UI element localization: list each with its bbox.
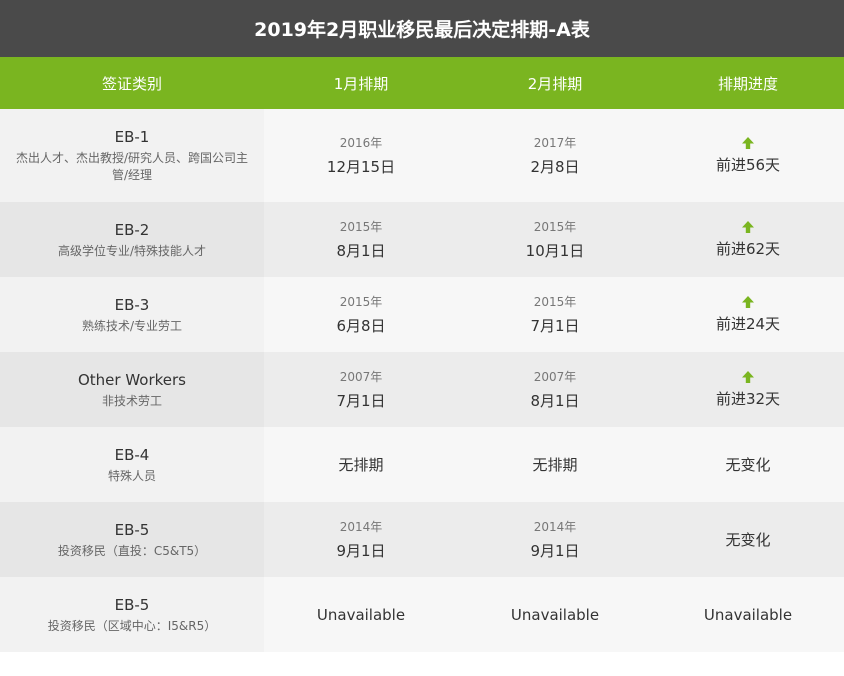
feb-year: 2014年 <box>533 519 577 534</box>
progress-text: Unavailable <box>703 605 793 624</box>
table-row: EB-4 特殊人员 无排期 无排期 无变化 <box>0 427 844 502</box>
jan-date: 12月15日 <box>326 157 396 176</box>
feb-date: 8月1日 <box>530 391 580 410</box>
feb-date: 7月1日 <box>530 316 580 335</box>
visa-category-cell: EB-1 杰出人才、杰出教授/研究人员、跨国公司主管/经理 <box>0 109 264 202</box>
feb-cell: Unavailable <box>458 577 652 652</box>
header-progress: 排期进度 <box>717 74 778 93</box>
feb-cell: 无排期 <box>458 427 652 502</box>
visa-category-code: EB-5 <box>114 520 150 539</box>
jan-cell: 2015年 8月1日 <box>264 202 458 277</box>
progress-cell: 前进62天 <box>652 202 844 277</box>
arrow-up-icon <box>742 371 754 383</box>
visa-category-code: EB-2 <box>114 220 150 239</box>
jan-date: 8月1日 <box>336 241 386 260</box>
visa-category-desc: 特殊人员 <box>107 468 156 483</box>
header-jan-date: 1月排期 <box>333 74 389 93</box>
progress-cell: 无变化 <box>652 502 844 577</box>
visa-category-desc: 高级学位专业/特殊技能人才 <box>57 243 207 258</box>
jan-cell: 2014年 9月1日 <box>264 502 458 577</box>
page-title: 2019年2月职业移民最后决定排期-A表 <box>0 0 844 57</box>
table-row: EB-5 投资移民（直投：C5&T5） 2014年 9月1日 2014年 9月1日 无变化 <box>0 502 844 577</box>
table-row: Other Workers 非技术劳工 2007年 7月1日 2007年 8月1日 前进32… <box>0 352 844 427</box>
progress-text: 无变化 <box>725 531 771 549</box>
visa-category-code: EB-3 <box>114 295 150 314</box>
visa-category-cell: EB-5 投资移民（区域中心：I5&R5） <box>0 577 264 652</box>
jan-year: 2016年 <box>339 135 383 150</box>
progress-text: 前进24天 <box>715 315 781 333</box>
feb-text: Unavailable <box>510 605 600 624</box>
jan-date: 7月1日 <box>336 391 386 410</box>
jan-date: 6月8日 <box>336 316 386 335</box>
jan-year: 2015年 <box>339 294 383 309</box>
jan-cell: 无排期 <box>264 427 458 502</box>
feb-cell: 2014年 9月1日 <box>458 502 652 577</box>
feb-cell: 2007年 8月1日 <box>458 352 652 427</box>
table-body: EB-1 杰出人才、杰出教授/研究人员、跨国公司主管/经理 2016年 12月15日 2… <box>0 109 844 652</box>
progress-text: 前进56天 <box>715 156 781 174</box>
feb-date: 2月8日 <box>530 157 580 176</box>
table-header: 签证类别 1月排期 2月排期 排期进度 <box>0 57 844 109</box>
header-visa-category: 签证类别 <box>101 74 162 93</box>
jan-cell: Unavailable <box>264 577 458 652</box>
header-feb-date: 2月排期 <box>527 74 583 93</box>
visa-category-cell: EB-5 投资移民（直投：C5&T5） <box>0 502 264 577</box>
progress-cell: Unavailable <box>652 577 844 652</box>
table-row: EB-3 熟练技术/专业劳工 2015年 6月8日 2015年 7月1日 前进24天 <box>0 277 844 352</box>
visa-category-code: EB-5 <box>114 595 150 614</box>
progress-cell: 前进32天 <box>652 352 844 427</box>
jan-date: 9月1日 <box>336 541 386 560</box>
visa-category-desc: 熟练技术/专业劳工 <box>81 318 183 333</box>
visa-category-desc: 非技术劳工 <box>101 393 162 408</box>
feb-year: 2015年 <box>533 219 577 234</box>
progress-cell: 前进24天 <box>652 277 844 352</box>
jan-cell: 2015年 6月8日 <box>264 277 458 352</box>
jan-text: Unavailable <box>316 605 406 624</box>
table-row: EB-5 投资移民（区域中心：I5&R5） Unavailable Unavailab… <box>0 577 844 652</box>
jan-cell: 2016年 12月15日 <box>264 109 458 202</box>
jan-text: 无排期 <box>338 456 384 474</box>
jan-year: 2015年 <box>339 219 383 234</box>
feb-year: 2007年 <box>533 369 577 384</box>
progress-text: 前进32天 <box>715 390 781 408</box>
visa-category-cell: Other Workers 非技术劳工 <box>0 352 264 427</box>
visa-category-desc: 投资移民（直投：C5&T5） <box>57 543 207 558</box>
progress-text: 无变化 <box>725 456 771 474</box>
visa-category-code: EB-4 <box>114 445 150 464</box>
feb-date: 10月1日 <box>525 241 585 260</box>
feb-date: 9月1日 <box>530 541 580 560</box>
arrow-up-icon <box>742 137 754 149</box>
feb-cell: 2017年 2月8日 <box>458 109 652 202</box>
feb-cell: 2015年 10月1日 <box>458 202 652 277</box>
table-row: EB-1 杰出人才、杰出教授/研究人员、跨国公司主管/经理 2016年 12月15日 2… <box>0 109 844 202</box>
feb-year: 2017年 <box>533 135 577 150</box>
progress-text: 前进62天 <box>715 240 781 258</box>
jan-year: 2014年 <box>339 519 383 534</box>
feb-year: 2015年 <box>533 294 577 309</box>
jan-year: 2007年 <box>339 369 383 384</box>
visa-category-code: Other Workers <box>77 370 187 389</box>
progress-cell: 前进56天 <box>652 109 844 202</box>
jan-cell: 2007年 7月1日 <box>264 352 458 427</box>
visa-category-cell: EB-3 熟练技术/专业劳工 <box>0 277 264 352</box>
visa-category-cell: EB-4 特殊人员 <box>0 427 264 502</box>
visa-category-desc: 投资移民（区域中心：I5&R5） <box>47 618 217 633</box>
visa-category-code: EB-1 <box>114 128 150 146</box>
arrow-up-icon <box>742 296 754 308</box>
arrow-up-icon <box>742 221 754 233</box>
table-row: EB-2 高级学位专业/特殊技能人才 2015年 8月1日 2015年 10月1日 前进62… <box>0 202 844 277</box>
feb-text: 无排期 <box>532 456 578 474</box>
progress-cell: 无变化 <box>652 427 844 502</box>
visa-category-cell: EB-2 高级学位专业/特殊技能人才 <box>0 202 264 277</box>
feb-cell: 2015年 7月1日 <box>458 277 652 352</box>
visa-category-desc: 杰出人才、杰出教授/研究人员、跨国公司主管/经理 <box>15 151 249 182</box>
